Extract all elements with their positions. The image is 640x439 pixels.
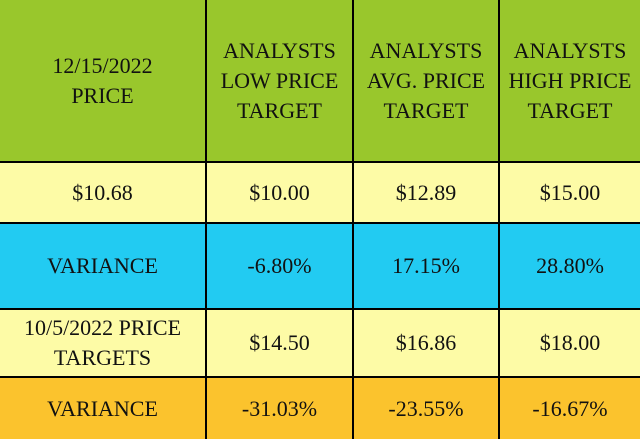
header-cell: ANALYSTS LOW PRICE TARGET: [207, 0, 352, 161]
cell-text: $14.50: [249, 330, 310, 355]
cell-text: TARGET: [527, 97, 613, 123]
cell-text: VARIANCE: [47, 253, 158, 278]
table-cell: -31.03%: [207, 378, 352, 439]
header-cell: ANALYSTS AVG. PRICE TARGET: [354, 0, 498, 161]
table-cell: $18.00: [500, 310, 640, 376]
table-cell: $14.50: [207, 310, 352, 376]
table-cell: 28.80%: [500, 224, 640, 308]
table-cell: 17.15%: [354, 224, 498, 308]
table-cell: $12.89: [354, 163, 498, 222]
cell-text: AVG. PRICE: [366, 67, 486, 93]
cell-text: -31.03%: [241, 395, 318, 421]
cell-text: 17.15%: [392, 253, 460, 278]
cell-text: PRICE: [71, 82, 134, 108]
table-cell: $10.00: [207, 163, 352, 222]
cell-text: TARGET: [383, 97, 469, 123]
header-cell: ANALYSTS HIGH PRICE TARGET: [500, 0, 640, 161]
table-cell: $10.68: [0, 163, 205, 222]
table-cell: $15.00: [500, 163, 640, 222]
cell-text: ANALYSTS: [513, 37, 627, 63]
cell-text: ANALYSTS: [369, 37, 483, 63]
cell-text: ANALYSTS: [223, 37, 336, 63]
cell-text: HIGH PRICE: [508, 67, 632, 93]
header-cell: 12/15/2022 PRICE: [0, 0, 205, 161]
table-cell: -6.80%: [207, 224, 352, 308]
cell-text: $10.68: [72, 179, 133, 205]
table-cell: -23.55%: [354, 378, 498, 439]
table-cell: -16.67%: [500, 378, 640, 439]
cell-text: TARGET: [236, 97, 322, 123]
cell-text: TARGETS: [53, 345, 152, 370]
cell-text: $15.00: [539, 179, 601, 205]
cell-text: $18.00: [539, 330, 601, 355]
cell-text: 28.80%: [536, 253, 604, 278]
table-cell: 10/5/2022 PRICE TARGETS: [0, 310, 205, 376]
table-cell: $16.86: [354, 310, 498, 376]
cell-text: -6.80%: [247, 253, 312, 278]
cell-text: 10/5/2022 PRICE: [23, 315, 182, 340]
table-cell: VARIANCE: [0, 224, 205, 308]
cell-text: -23.55%: [388, 395, 464, 421]
cell-text: $10.00: [249, 179, 310, 205]
cell-text: -16.67%: [532, 395, 608, 421]
cell-text: LOW PRICE: [220, 67, 339, 93]
table-cell: VARIANCE: [0, 378, 205, 439]
cell-text: $12.89: [395, 179, 457, 205]
cell-text: $16.86: [395, 330, 457, 355]
cell-text: VARIANCE: [47, 395, 158, 421]
cell-text: 12/15/2022: [52, 52, 153, 78]
